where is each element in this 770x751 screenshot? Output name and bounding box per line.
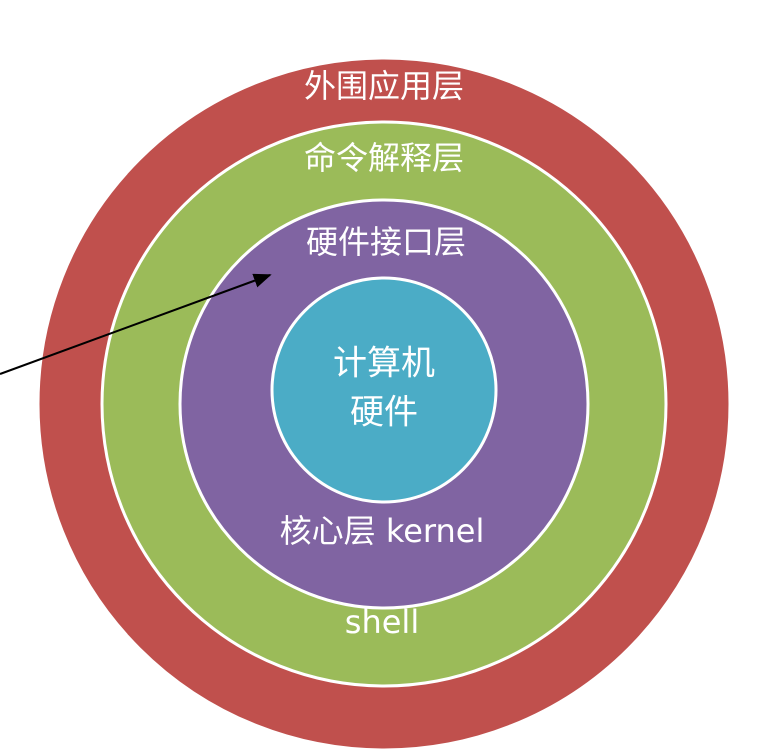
- shell-label: shell: [345, 603, 419, 641]
- hardware-core: [270, 276, 498, 504]
- hardware-label-line2: 硬件: [350, 393, 418, 433]
- outer-application-label: 外围应用层: [304, 67, 464, 105]
- hardware-interface-label: 硬件接口层: [306, 223, 466, 261]
- kernel-label: 核心层 kernel: [280, 512, 485, 550]
- pointer-arrow: [0, 273, 272, 375]
- command-interpreter-label: 命令解释层: [304, 139, 464, 177]
- hardware-label-line1: 计算机: [333, 344, 435, 384]
